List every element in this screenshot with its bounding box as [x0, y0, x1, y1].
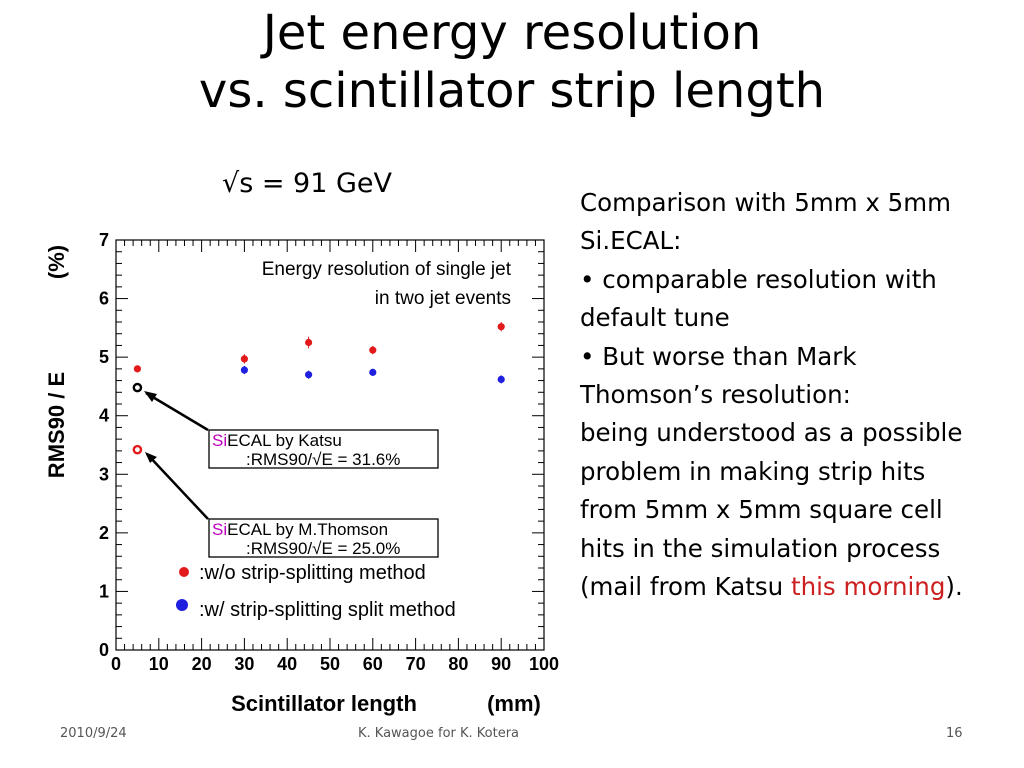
thomson-annotation-box: [208, 518, 439, 558]
legend-label-with-splitting: :w/ strip-splitting split method: [199, 599, 456, 621]
katsu-annotation-value: :RMS90/√E = 31.6%: [246, 450, 400, 469]
slide-title: Jet energy resolution vs. scintillator s…: [0, 4, 1024, 120]
chart-title-line-1: Energy resolution of single jet: [262, 259, 512, 280]
comparison-text: Comparison with 5mm x 5mm Si.ECAL: • com…: [580, 184, 1010, 606]
comparison-line-2: Si.ECAL:: [580, 226, 682, 256]
comparison-line-11: (mail from Katsu this morning).: [580, 572, 963, 602]
y-tick-label: 5: [99, 347, 109, 367]
center-of-mass-energy: √s = 91 GeV: [222, 168, 393, 199]
title-line-1: Jet energy resolution: [262, 5, 762, 61]
katsu-annotation-box: [208, 429, 439, 469]
footer-author: K. Kawagoe for K. Kotera: [358, 726, 520, 741]
legend-blue-marker: [176, 599, 188, 611]
y-tick-label: 7: [99, 230, 109, 250]
data-point-with-splitting: [305, 371, 313, 379]
comparison-line-6: Thomson’s resolution:: [580, 380, 851, 410]
comparison-line-9: from 5mm x 5mm square cell: [580, 495, 943, 525]
katsu-arrow: [145, 391, 209, 432]
y-tick-label: 1: [99, 581, 109, 601]
footer-date: 2010/9/24: [60, 726, 127, 741]
comparison-line-4: default tune: [580, 303, 730, 333]
x-tick-label: 60: [363, 654, 383, 674]
thomson-reference-point: [132, 444, 143, 455]
x-tick-label: 100: [529, 654, 559, 674]
thomson-arrowhead: [145, 452, 157, 463]
axis-tick-labels: 0 10 20 30 40 50 60 70 80 90 100 0 1 2 3 4 5 6 7: [99, 230, 559, 674]
x-tick-label: 70: [406, 654, 426, 674]
highlight-this-morning: this morning: [790, 572, 946, 602]
comparison-line-8: problem in making strip hits: [580, 456, 926, 486]
y-tick-label: 2: [99, 523, 109, 543]
chart-title-line-2: in two jet events: [375, 288, 511, 309]
data-point-without-splitting: [133, 365, 141, 373]
comparison-line-5: • But worse than Mark: [580, 341, 857, 371]
comparison-line-3: • comparable resolution with: [580, 264, 937, 294]
y-tick-label: 0: [99, 640, 109, 660]
x-tick-label: 10: [149, 654, 169, 674]
katsu-reference-point: [132, 382, 143, 393]
x-tick-label: 30: [234, 654, 254, 674]
x-tick-label: 50: [320, 654, 340, 674]
comparison-line-10: hits in the simulation process: [580, 533, 941, 563]
comparison-line-7: being understood as a possible: [580, 418, 963, 448]
y-tick-label: 6: [99, 289, 109, 309]
footer-page-number: 16: [946, 726, 963, 741]
x-tick-label: 40: [277, 654, 297, 674]
x-tick-label: 80: [448, 654, 468, 674]
data-point-without-splitting: [497, 323, 505, 331]
y-axis-unit: (%): [44, 245, 69, 279]
title-line-2: vs. scintillator strip length: [198, 63, 826, 119]
x-tick-label: 20: [192, 654, 212, 674]
thomson-annotation-title: SiECAL by M.Thomson: [212, 520, 388, 539]
y-axis-label: RMS90 / E: [44, 372, 69, 478]
data-point-with-splitting: [497, 375, 505, 383]
legend-red-marker: [179, 567, 189, 577]
data-markers: [132, 323, 505, 455]
x-tick-label: 90: [491, 654, 511, 674]
x-axis-unit: (mm): [487, 691, 541, 716]
data-point-with-splitting: [369, 368, 377, 376]
katsu-arrowhead: [144, 391, 157, 402]
y-tick-label: 4: [99, 406, 109, 426]
data-point-without-splitting: [305, 338, 313, 347]
y-tick-label: 3: [99, 464, 109, 484]
x-tick-label: 0: [111, 654, 121, 674]
axis-ticks: [115, 239, 545, 651]
data-point-without-splitting: [240, 355, 248, 363]
x-axis-label: Scintillator length: [231, 691, 417, 716]
thomson-annotation-value: :RMS90/√E = 25.0%: [246, 539, 400, 558]
data-point-without-splitting: [369, 346, 377, 354]
katsu-annotation-title: SiECAL by Katsu: [212, 431, 342, 450]
data-point-with-splitting: [240, 366, 248, 374]
thomson-arrow: [146, 453, 209, 520]
plot-frame: [115, 239, 545, 651]
comparison-line-1: Comparison with 5mm x 5mm: [580, 188, 951, 217]
legend-label-without-splitting: :w/o strip-splitting method: [199, 562, 426, 584]
